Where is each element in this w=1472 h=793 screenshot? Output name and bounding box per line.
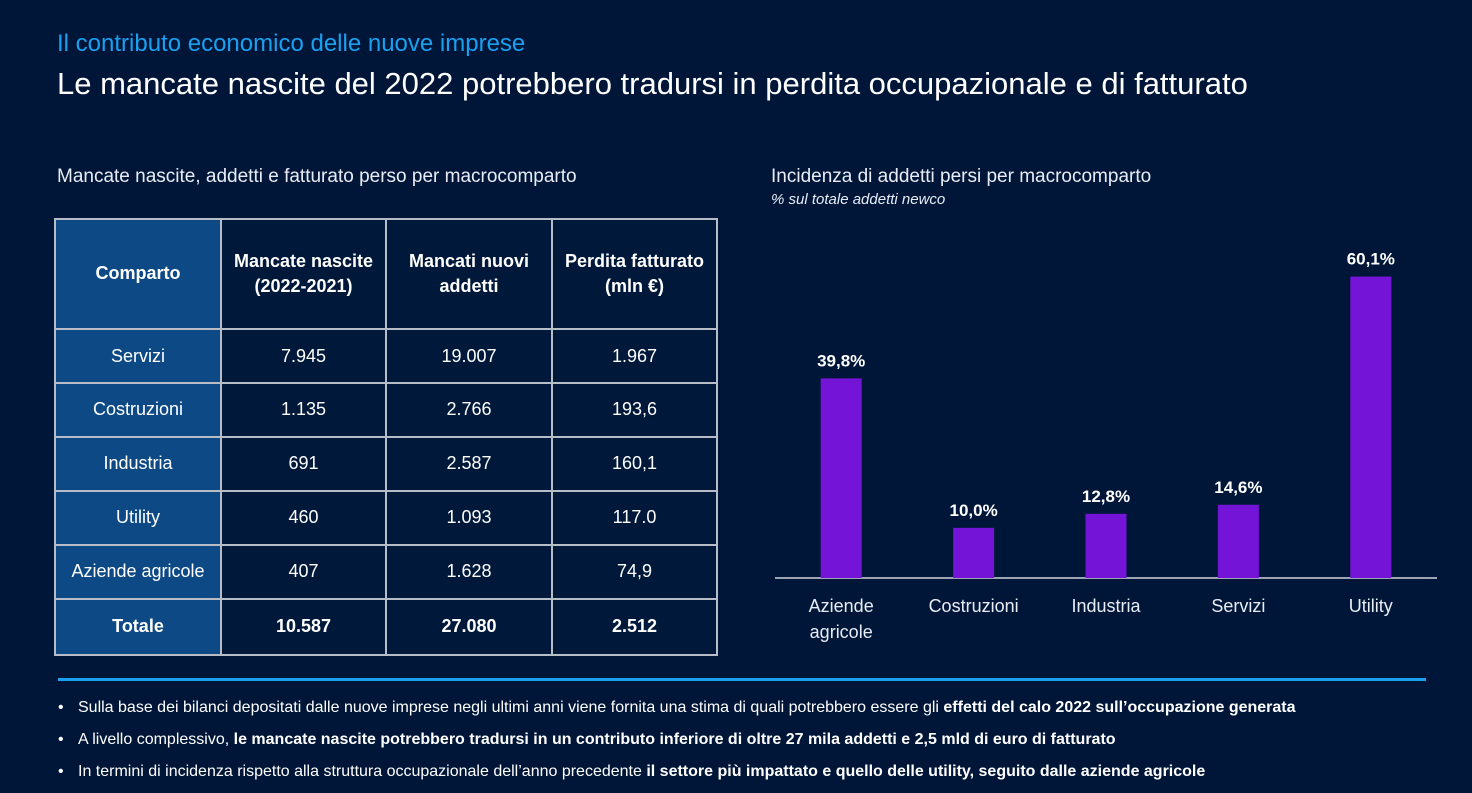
table-cell: 19.007	[385, 328, 553, 384]
table-cell: 407	[220, 543, 387, 600]
bar	[1350, 276, 1392, 578]
chart-subtitle: % sul totale addetti newco	[771, 191, 946, 208]
data-label: 60,1%	[1347, 250, 1395, 269]
data-table: Comparto Mancate nascite (2022-2021) Man…	[54, 217, 718, 657]
table-cell: 1.967	[551, 328, 718, 384]
table-total-row: Totale 10.587 27.080 2.512	[54, 597, 718, 657]
table-cell: 27.080	[385, 597, 553, 657]
data-label: 39,8%	[817, 351, 865, 370]
table-cell: 160,1	[551, 435, 718, 492]
table-cell: Utility	[54, 489, 222, 546]
table-header-row: Comparto Mancate nascite (2022-2021) Man…	[54, 217, 718, 331]
table-cell: 10.587	[220, 597, 387, 657]
data-label: 14,6%	[1214, 478, 1262, 497]
table-cell: 193,6	[551, 382, 718, 438]
table-row: Industria 691 2.587 160,1	[54, 435, 718, 492]
table-cell: 2.766	[385, 382, 553, 438]
x-tick-label: Utility	[1349, 596, 1393, 616]
bar	[1217, 504, 1259, 578]
notes-list: • Sulla base dei bilanci depositati dalle…	[58, 694, 1458, 790]
table-cell: Servizi	[54, 328, 222, 384]
table-cell: Aziende agricole	[54, 543, 222, 600]
note-text: In termini di incidenza rispetto alla st…	[78, 763, 647, 780]
separator-line	[58, 678, 1426, 681]
table-cell: 74,9	[551, 543, 718, 600]
table-title: Mancate nascite, addetti e fatturato per…	[57, 166, 577, 187]
table-cell: 7.945	[220, 328, 387, 384]
bullet-icon: •	[58, 763, 64, 780]
list-item: • A livello complessivo, le mancate nasci…	[58, 726, 1458, 758]
table-row: Utility 460 1.093 117.0	[54, 489, 718, 546]
table-cell: 1.628	[385, 543, 553, 600]
note-emphasis: il settore più impattato e quello delle …	[646, 763, 1206, 780]
x-tick-label: Industria	[1071, 596, 1141, 616]
table-row: Servizi 7.945 19.007 1.967	[54, 328, 718, 384]
table-row: Costruzioni 1.135 2.766 193,6	[54, 382, 718, 438]
note-text: Sulla base dei bilanci depositati dalle …	[78, 699, 944, 716]
page-subtitle: Il contributo economico delle nuove impr…	[57, 30, 526, 57]
x-tick-label: Aziende agricole	[809, 596, 874, 642]
bar	[1085, 513, 1127, 578]
note-emphasis: le mancate nascite potrebbero tradursi i…	[233, 731, 1116, 748]
bar	[953, 527, 995, 578]
note-emphasis: effetti del calo 2022 sull’occupazione g…	[943, 699, 1296, 716]
table-cell: 2.512	[551, 597, 718, 657]
column-header-perdita-fatturato: Perdita fatturato (mln €)	[551, 217, 718, 331]
note-text: A livello complessivo,	[78, 731, 234, 748]
x-tick-label: Servizi	[1211, 596, 1265, 616]
x-tick-label: Costruzioni	[929, 596, 1019, 616]
table-cell: 1.135	[220, 382, 387, 438]
data-label: 12,8%	[1082, 487, 1130, 506]
bullet-icon: •	[58, 731, 64, 748]
table-cell: Costruzioni	[54, 382, 222, 438]
bar-chart: 39,8% Aziende agricole 10,0% Costruzioni 12,8…	[775, 250, 1437, 642]
bar	[820, 378, 862, 578]
table-cell: Totale	[54, 597, 222, 657]
table-cell: 691	[220, 435, 387, 492]
table-row: Aziende agricole 407 1.628 74,9	[54, 543, 718, 600]
data-label: 10,0%	[949, 501, 997, 520]
table-cell: 117.0	[551, 489, 718, 546]
table-cell: 460	[220, 489, 387, 546]
bullet-icon: •	[58, 699, 64, 716]
column-header-mancate-nascite: Mancate nascite (2022-2021)	[220, 217, 387, 331]
table-cell: 1.093	[385, 489, 553, 546]
column-header-comparto: Comparto	[54, 217, 222, 331]
table-cell: Industria	[54, 435, 222, 492]
table-cell: 2.587	[385, 435, 553, 492]
list-item: • In termini di incidenza rispetto alla s…	[58, 758, 1458, 790]
page-title: Le mancate nascite del 2022 potrebbero t…	[57, 66, 1248, 101]
column-header-mancati-addetti: Mancati nuovi addetti	[385, 217, 553, 331]
chart-title: Incidenza di addetti persi per macrocomp…	[771, 166, 1152, 187]
list-item: • Sulla base dei bilanci depositati dalle…	[58, 694, 1458, 726]
